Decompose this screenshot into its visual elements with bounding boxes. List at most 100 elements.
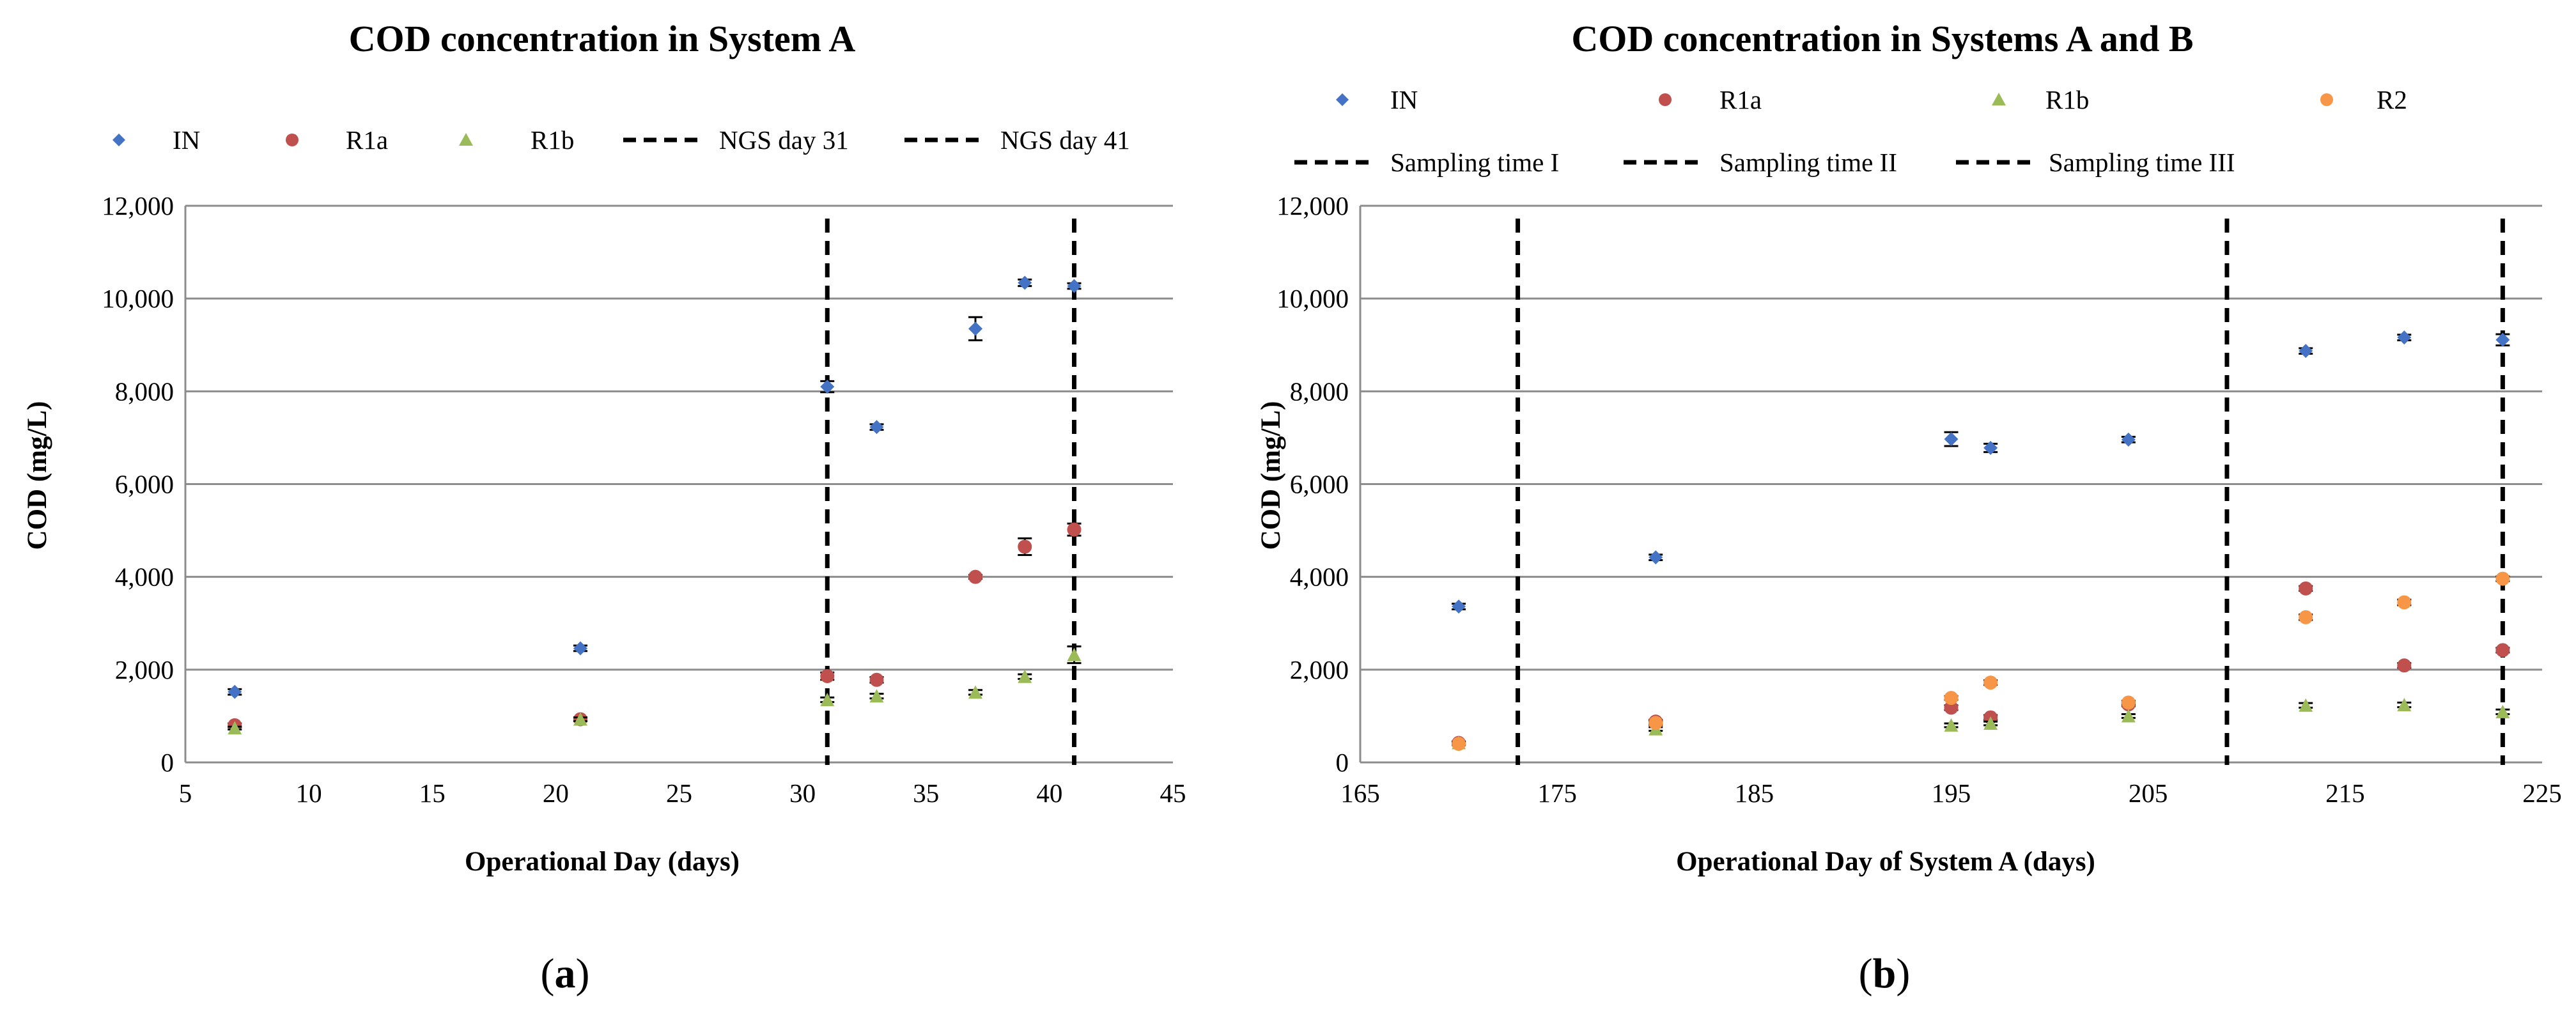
chart-a-y-tick-5: 10,000 — [102, 284, 174, 313]
chart-b-r2-point-5 — [2299, 610, 2313, 624]
legend-b-sampling3-label: Sampling time III — [2049, 148, 2235, 177]
chart-b-r1b-point-7 — [2495, 704, 2510, 718]
legend-a-r1a-label: R1a — [346, 125, 388, 155]
legend-b-r2-marker — [2320, 93, 2333, 106]
chart-b-y-tick-4: 8,000 — [1290, 376, 1349, 406]
chart-a-y-tick-4: 8,000 — [115, 376, 174, 406]
chart-b-series-r2 — [1452, 571, 2510, 751]
chart-a-r1b-point-5 — [1018, 669, 1032, 683]
chart-b-in-point-2 — [1944, 432, 1959, 447]
chart-b-r2-point-0 — [1452, 736, 1466, 751]
chart-b-r2-point-6 — [2397, 595, 2412, 610]
panel-b-label: (b) — [1859, 950, 1911, 997]
chart-b-y-axis-label: COD (mg/L) — [1256, 401, 1286, 550]
chart-b-r2-point-4 — [2121, 695, 2136, 710]
legend-a-in-label: IN — [173, 125, 200, 155]
chart-a-series — [228, 275, 1082, 735]
chart-b-title: COD concentration in Systems A and B — [1571, 18, 2193, 59]
legend-b-r1b-label: R1b — [2045, 85, 2089, 114]
legend-b-in-marker — [1336, 93, 1349, 106]
panel-b-letter: b — [1873, 950, 1897, 997]
chart-b-in-point-6 — [2397, 330, 2412, 345]
chart-a-x-tick-8: 45 — [1160, 778, 1186, 808]
chart-a-y-tick-3: 6,000 — [115, 470, 174, 499]
chart-b-series — [1452, 330, 2510, 751]
chart-b-in-point-0 — [1452, 599, 1466, 614]
legend-a-r1b-marker — [459, 133, 473, 146]
chart-a-gridlines — [184, 205, 1173, 764]
chart-b-x-tick-0: 165 — [1340, 778, 1380, 808]
chart-a-y-tick-6: 12,000 — [102, 191, 174, 220]
chart-a-in-point-3 — [869, 420, 884, 435]
chart-b-r2-point-3 — [1983, 675, 1998, 690]
chart-b-legend: IN R1a R1b R2 Sampling time I Sampling t… — [1294, 85, 2407, 177]
chart-a-y-tick-1: 2,000 — [115, 655, 174, 684]
chart-a-x-tick-7: 40 — [1036, 778, 1062, 808]
chart-b-r1a-point-5 — [2299, 581, 2313, 596]
chart-a-r1b-point-3 — [869, 689, 884, 703]
legend-a-ngs31-label: NGS day 31 — [719, 125, 849, 155]
chart-b-r1b-point-5 — [2299, 698, 2313, 712]
chart-a-x-tick-3: 20 — [543, 778, 569, 808]
chart-b-series-r1a — [1452, 581, 2510, 750]
chart-a-r1a-point-6 — [1067, 522, 1082, 537]
chart-b-series-in — [1452, 330, 2510, 614]
chart-a-y-axis-label: COD (mg/L) — [22, 401, 52, 550]
chart-a-in-point-2 — [820, 380, 835, 394]
chart-b-gridlines — [1359, 205, 2542, 764]
chart-a-y-tick-2: 4,000 — [115, 562, 174, 592]
chart-b-in-point-1 — [1649, 550, 1663, 565]
chart-a-series-r1b — [228, 645, 1082, 735]
chart-b-x-tick-1: 175 — [1537, 778, 1577, 808]
chart-b-y-tick-5: 10,000 — [1276, 284, 1349, 313]
chart-a-vertical-lines — [825, 219, 1076, 765]
legend-b-r1a-marker — [1659, 93, 1672, 106]
chart-a-title: COD concentration in System A — [349, 18, 856, 59]
chart-a-x-tick-4: 25 — [666, 778, 692, 808]
panel-a-letter: a — [555, 950, 576, 997]
legend-b-r1a-label: R1a — [1719, 85, 1762, 114]
chart-a-r1b-point-4 — [968, 685, 982, 699]
chart-b-r2-point-1 — [1649, 716, 1663, 730]
chart-b-r1b-point-2 — [1944, 718, 1959, 732]
chart-b-r1b-point-6 — [2397, 697, 2412, 711]
chart-b-y-tick-labels: 0 2,000 4,000 6,000 8,000 10,000 12,000 — [1276, 191, 1349, 777]
chart-b-r1b-point-3 — [1983, 716, 1998, 730]
chart-a-y-tick-labels: 0 2,000 4,000 6,000 8,000 10,000 12,000 — [102, 191, 174, 777]
chart-b-r1a-point-6 — [2397, 658, 2412, 673]
chart-b-in-point-5 — [2299, 344, 2313, 359]
chart-a-r1b-point-1 — [573, 712, 587, 726]
legend-a-r1a-marker — [286, 134, 299, 146]
chart-a-r1a-point-3 — [869, 672, 884, 687]
chart-b-x-axis-label: Operational Day of System A (days) — [1676, 847, 2095, 877]
chart-b-vertical-lines — [1516, 219, 2505, 765]
chart-a-x-tick-6: 35 — [913, 778, 939, 808]
chart-b-y-tick-3: 6,000 — [1290, 470, 1349, 499]
chart-a-series-in — [228, 275, 1082, 699]
legend-b-sampling2-label: Sampling time II — [1719, 148, 1897, 177]
chart-b-y-tick-1: 2,000 — [1290, 655, 1349, 684]
chart-b-x-tick-4: 205 — [2129, 778, 2168, 808]
chart-a-r1a-point-2 — [820, 668, 835, 683]
chart-b-r2-point-7 — [2495, 571, 2510, 586]
panel-b: COD concentration in Systems A and B IN … — [1256, 18, 2562, 997]
chart-a-in-point-5 — [1018, 275, 1032, 290]
chart-b-r1a-point-2 — [1944, 700, 1959, 715]
chart-b-x-tick-6: 225 — [2522, 778, 2562, 808]
panel-a-label: (a) — [541, 950, 590, 997]
chart-b-in-point-4 — [2121, 432, 2136, 447]
chart-b-y-tick-0: 0 — [1336, 748, 1349, 777]
chart-b-r1a-point-7 — [2495, 643, 2510, 658]
legend-b-r1b-marker — [1992, 93, 2006, 105]
legend-b-sampling1-label: Sampling time I — [1390, 148, 1559, 177]
legend-b-r2-label: R2 — [2377, 85, 2407, 114]
chart-a-y-tick-0: 0 — [161, 748, 175, 777]
chart-b-in-point-3 — [1983, 440, 1998, 455]
chart-a-in-point-0 — [228, 684, 242, 699]
chart-a-r1b-point-2 — [820, 693, 835, 707]
chart-b-r2-point-2 — [1944, 691, 1959, 706]
chart-a-r1a-point-5 — [1018, 539, 1032, 554]
chart-b-y-tick-2: 4,000 — [1290, 562, 1349, 592]
chart-a-r1b-point-6 — [1067, 647, 1082, 661]
chart-b-series-r1b — [1452, 697, 2510, 750]
